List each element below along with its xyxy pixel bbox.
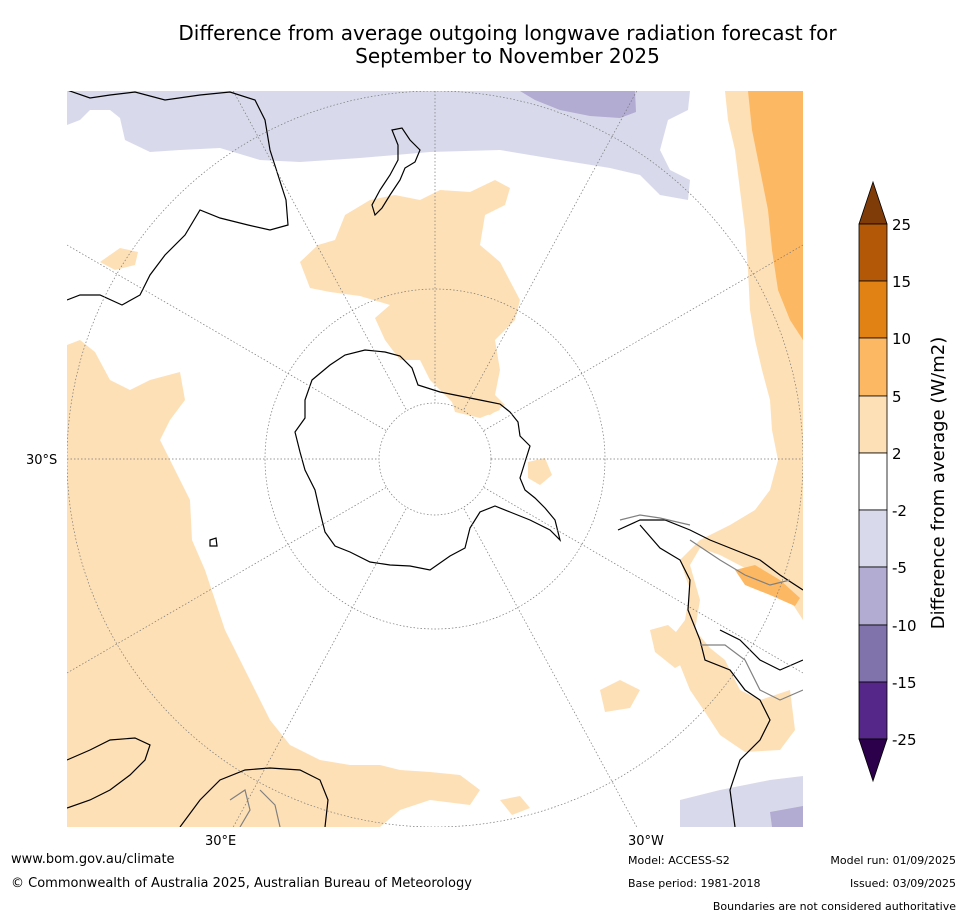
- base-period-text: Base period: 1981-2018: [628, 877, 761, 890]
- model-run-text: Model run: 01/09/2025: [830, 854, 956, 867]
- colorbar-segment: [858, 681, 888, 740]
- colorbar-extend-top: [858, 180, 888, 225]
- colorbar-segment: [858, 395, 888, 454]
- colorbar-ticks: 25 15 10 5 2 -2 -5 -10 -15 -25: [892, 216, 917, 749]
- meridian-line: [67, 244, 388, 432]
- negative-anomaly-area: [67, 91, 690, 200]
- meridian-line: [67, 486, 388, 674]
- south-america-coastline: [719, 629, 803, 671]
- border-line: [700, 644, 803, 701]
- meridian-line: [232, 506, 408, 827]
- madagascar-coastline: [209, 537, 218, 547]
- south-america-coastline: [639, 524, 771, 827]
- positive-anomaly-area: [670, 91, 803, 752]
- colorbar-tick-label: 25: [892, 216, 911, 234]
- colorbar-segment: [858, 337, 888, 397]
- website-link[interactable]: www.bom.gov.au/climate: [11, 852, 175, 867]
- model-text: Model: ACCESS-S2: [628, 854, 730, 867]
- longitude-label-30w: 30°W: [628, 834, 664, 849]
- meridian-line: [232, 91, 408, 412]
- negative-anomaly-core: [770, 806, 803, 827]
- map-title: Difference from average outgoing longwav…: [0, 22, 965, 68]
- title-line-1: Difference from average outgoing longwav…: [178, 21, 837, 45]
- colorbar-segment: [858, 223, 888, 282]
- positive-anomaly-area: [600, 680, 640, 712]
- australia-coastline: [67, 91, 289, 306]
- positive-anomaly-area: [100, 248, 138, 270]
- meridian-line: [462, 506, 638, 827]
- positive-anomaly-area: [300, 180, 520, 415]
- border-line: [619, 514, 691, 526]
- colorbar-tick-label: 10: [892, 330, 911, 348]
- colorbar: [858, 180, 888, 783]
- antarctica-coastline: [294, 349, 562, 571]
- graticule: [67, 91, 803, 827]
- border-line: [229, 789, 251, 827]
- south-america-coastline: [617, 519, 803, 591]
- colorbar-tick-label: 15: [892, 273, 911, 291]
- colorbar-title: Difference from average (W/m2): [928, 337, 949, 629]
- disclaimer-text: Boundaries are not considered authoritat…: [712, 900, 956, 913]
- country-borders: [229, 514, 803, 827]
- colorbar-segment: [858, 280, 888, 339]
- anomaly-shading: [67, 91, 803, 827]
- colorbar-tick-label: -5: [892, 559, 907, 577]
- colorbar-segment: [858, 624, 888, 683]
- africa-coastline: [179, 767, 329, 827]
- colorbar-tick-label: 2: [892, 445, 902, 463]
- border-line: [259, 789, 281, 827]
- positive-anomaly-area: [650, 625, 690, 668]
- colorbar-tick-label: 5: [892, 388, 902, 406]
- longitude-label-30e: 30°E: [205, 834, 236, 849]
- colorbar-tick-label: -25: [892, 731, 917, 749]
- colorbar-segment: [858, 566, 888, 626]
- colorbar-tick-label: -15: [892, 674, 917, 692]
- meridian-line: [482, 486, 803, 674]
- latitude-circle: [264, 288, 606, 630]
- positive-anomaly-area: [528, 458, 552, 485]
- meridian-line: [462, 91, 638, 412]
- copyright-text: © Commonwealth of Australia 2025, Austra…: [11, 876, 472, 891]
- colorbar-extend-bottom: [858, 738, 888, 783]
- colorbar-tick-label: -2: [892, 502, 907, 520]
- new-zealand-coastline: [371, 127, 421, 217]
- africa-coastline: [67, 737, 151, 809]
- meridian-line: [482, 244, 803, 432]
- negative-anomaly-core: [520, 91, 636, 118]
- title-line-2: September to November 2025: [355, 44, 660, 68]
- positive-anomaly-area: [67, 340, 480, 827]
- border-line: [689, 539, 791, 586]
- latitude-label-30s: 30°S: [26, 453, 57, 468]
- map-panel: [67, 91, 803, 827]
- moderate-positive-area: [748, 91, 803, 340]
- colorbar-segment: [858, 452, 888, 511]
- positive-anomaly-area: [500, 796, 530, 815]
- moderate-positive-area: [735, 565, 800, 606]
- issued-text: Issued: 03/09/2025: [849, 877, 956, 890]
- colorbar-tick-label: -10: [892, 617, 917, 635]
- colorbar-segment: [858, 509, 888, 568]
- coastlines: [67, 91, 803, 827]
